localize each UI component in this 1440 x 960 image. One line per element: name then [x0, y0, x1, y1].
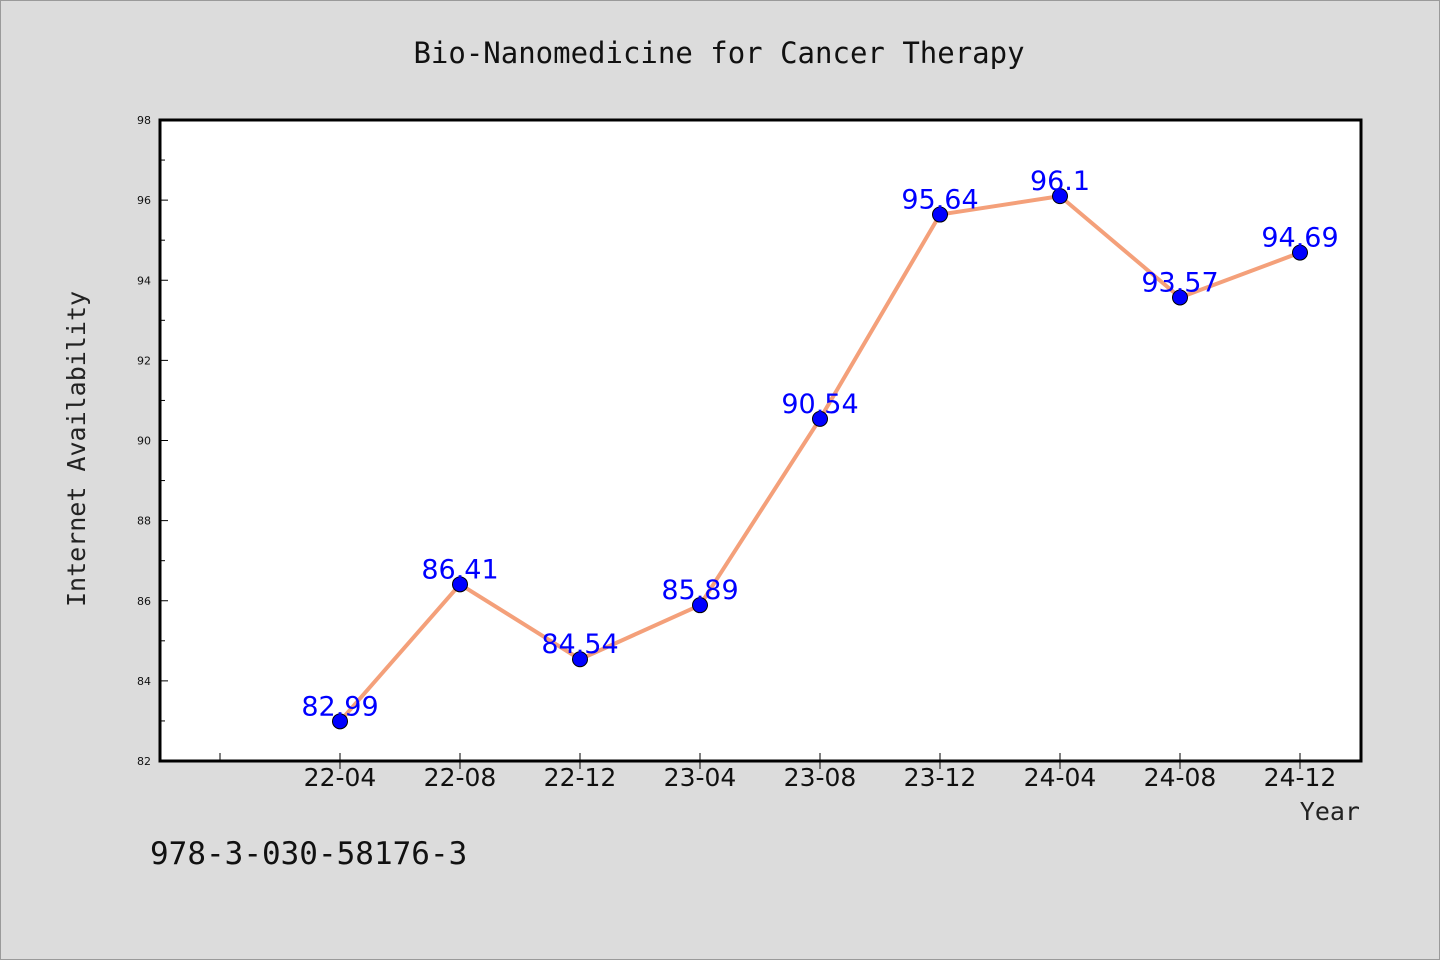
data-label: 90.54: [781, 389, 858, 420]
y-axis-label: Internet Availability: [62, 291, 91, 607]
y-axis: 82 84 86 88 90 92 94 96 98: [137, 114, 168, 768]
x-tick-label: 22-08: [424, 763, 497, 792]
x-tick-label: 24-08: [1144, 763, 1217, 792]
data-point: [1052, 188, 1068, 205]
data-point: [1292, 244, 1308, 261]
y-tick-label: 96: [137, 194, 151, 207]
data-label: 86.41: [421, 554, 498, 585]
x-tick-label: 24-12: [1264, 763, 1337, 792]
y-tick-label: 84: [137, 675, 151, 688]
data-label: 96.1: [1030, 166, 1090, 197]
x-tick-label: 23-04: [664, 763, 737, 792]
y-tick-label: 98: [137, 114, 151, 127]
x-tick-label: 23-08: [784, 763, 857, 792]
data-point: [932, 206, 948, 223]
y-tick-label: 94: [137, 274, 151, 287]
x-tick-label: 22-04: [304, 763, 377, 792]
series-layer: 82.99 86.41 84.54 85.89 90.54 95.64 96.1 93.57 9…: [301, 166, 1339, 730]
plot-area: [158, 118, 1363, 763]
y-tick-label: 92: [137, 354, 151, 367]
x-tick-label: 22-12: [544, 763, 617, 792]
data-point: [692, 597, 708, 614]
x-axis-label: Year: [1300, 797, 1360, 826]
data-label: 93.57: [1141, 267, 1218, 298]
data-point: [452, 576, 468, 593]
x-axis: 22-04 22-08 22-12 23-04 23-08 23-12 24-04 24-08…: [219, 753, 1337, 792]
data-point: [572, 651, 588, 668]
data-point: [812, 410, 828, 427]
data-point: [332, 713, 348, 730]
data-label: 84.54: [541, 629, 618, 660]
y-tick-label: 88: [137, 515, 151, 528]
data-label: 95.64: [901, 185, 978, 216]
y-tick-label: 90: [137, 435, 151, 448]
x-tick-label: 23-12: [904, 763, 977, 792]
footer-isbn: 978-3-030-58176-3: [150, 836, 467, 872]
y-tick-label: 82: [137, 755, 151, 768]
data-label: 82.99: [301, 691, 378, 722]
x-tick-label: 24-04: [1024, 763, 1097, 792]
y-tick-label: 86: [137, 595, 151, 608]
data-label: 85.89: [661, 575, 738, 606]
chart-title: Bio-Nanomedicine for Cancer Therapy: [413, 36, 1024, 70]
data-label: 94.69: [1261, 223, 1338, 254]
data-point: [1172, 289, 1188, 306]
